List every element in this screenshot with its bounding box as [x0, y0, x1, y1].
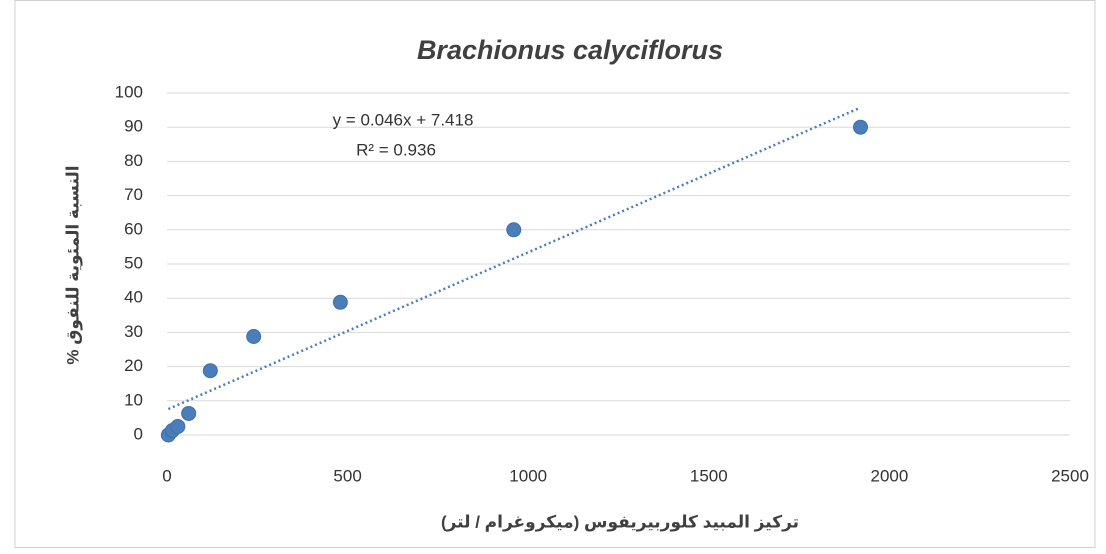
x-tick-label: 2500 [1051, 466, 1089, 485]
y-tick-label: 0 [134, 424, 143, 443]
data-point [506, 222, 522, 238]
y-tick-label: 20 [124, 356, 143, 375]
data-point [170, 418, 186, 434]
y-tick-label: 10 [124, 390, 143, 409]
y-tick-label: 80 [124, 151, 143, 170]
x-tick-label: 2000 [870, 466, 908, 485]
x-axis-label: تركيز المبيد كلوربيريفوس (ميكروغرام / لت… [441, 512, 799, 532]
data-point [202, 363, 218, 379]
y-tick-label: 40 [124, 288, 143, 307]
data-point [853, 119, 869, 135]
y-tick-label: 90 [124, 117, 143, 136]
trendline [167, 106, 862, 411]
trendline-equation: y = 0.046x + 7.418 [333, 110, 474, 129]
y-tick-label: 30 [124, 322, 143, 341]
chart-border [14, 0, 1096, 548]
y-tick-label: 60 [124, 219, 143, 238]
x-tick-label: 1000 [509, 466, 547, 485]
y-tick-label: 100 [115, 82, 143, 101]
data-point [246, 329, 262, 345]
data-point [181, 405, 197, 421]
chart-title: Brachionus calyciflorus [417, 35, 723, 65]
trendline-r2: R² = 0.936 [356, 140, 436, 159]
x-tick-label: 1500 [690, 466, 728, 485]
y-tick-label: 70 [124, 185, 143, 204]
y-tick-label: 50 [124, 253, 143, 272]
x-tick-label: 500 [333, 466, 361, 485]
y-axis-label: النسبة المئوية للنفوق % [63, 165, 83, 364]
data-point [332, 294, 348, 310]
x-tick-label: 0 [162, 466, 171, 485]
